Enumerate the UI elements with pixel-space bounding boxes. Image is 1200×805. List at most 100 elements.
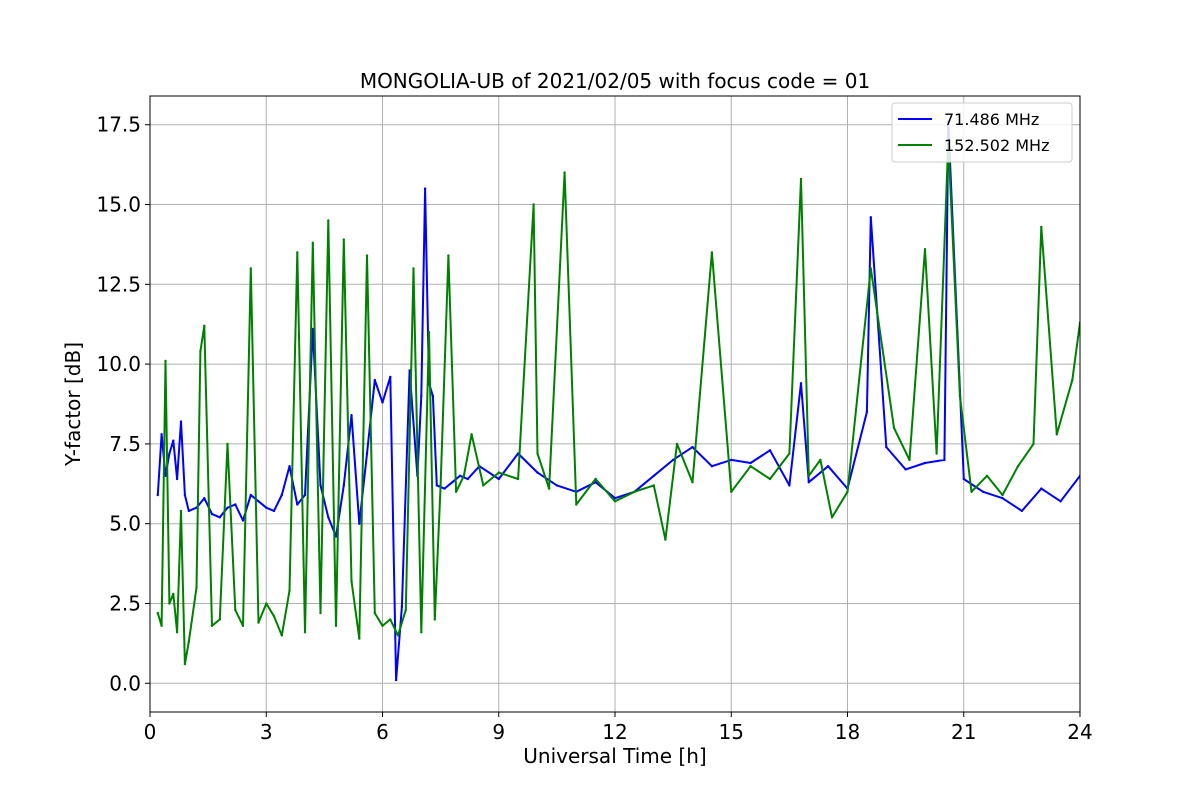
data-point bbox=[633, 490, 636, 493]
data-point bbox=[226, 506, 229, 509]
data-point bbox=[389, 375, 392, 379]
data-point bbox=[958, 394, 962, 398]
data-point bbox=[265, 506, 268, 509]
data-point bbox=[652, 484, 655, 487]
data-point bbox=[892, 426, 896, 430]
data-point bbox=[768, 449, 772, 452]
data-point bbox=[373, 378, 376, 382]
data-point bbox=[749, 461, 752, 465]
data-point bbox=[799, 177, 803, 181]
data-point bbox=[156, 493, 159, 497]
data-point bbox=[234, 608, 237, 612]
data-point bbox=[280, 493, 283, 497]
data-point bbox=[443, 487, 446, 490]
data-point bbox=[1040, 487, 1043, 490]
data-point bbox=[179, 509, 183, 513]
data-point bbox=[536, 471, 539, 474]
data-point bbox=[1001, 493, 1004, 497]
series-1 bbox=[156, 120, 1080, 682]
x-tick-label: 0 bbox=[144, 720, 157, 744]
data-point bbox=[311, 241, 314, 244]
data-point bbox=[768, 477, 772, 481]
data-point bbox=[400, 605, 404, 608]
data-point bbox=[431, 394, 435, 398]
data-point bbox=[327, 219, 330, 222]
data-point bbox=[497, 471, 500, 474]
data-point bbox=[288, 465, 291, 468]
data-point bbox=[210, 512, 214, 516]
data-point bbox=[265, 602, 268, 605]
data-point bbox=[819, 458, 822, 462]
data-point bbox=[334, 624, 338, 627]
data-point bbox=[389, 618, 392, 621]
data-point bbox=[865, 410, 869, 414]
data-point bbox=[923, 461, 927, 465]
data-point bbox=[164, 474, 167, 477]
legend: 71.486 MHz 152.502 MHz bbox=[891, 102, 1073, 163]
data-point bbox=[869, 267, 872, 270]
data-point bbox=[691, 445, 694, 449]
data-point bbox=[156, 611, 159, 615]
data-point bbox=[1001, 497, 1004, 500]
data-point bbox=[923, 248, 927, 251]
data-point bbox=[160, 624, 163, 627]
data-point bbox=[904, 468, 907, 471]
data-point bbox=[319, 611, 322, 615]
data-point bbox=[381, 401, 384, 404]
data-point bbox=[710, 251, 714, 254]
data-point bbox=[1016, 465, 1020, 468]
y-tick-label: 17.5 bbox=[96, 113, 141, 137]
y-tick-label: 7.5 bbox=[109, 432, 141, 456]
data-point bbox=[575, 503, 578, 506]
data-point bbox=[433, 618, 436, 621]
data-point bbox=[394, 678, 398, 682]
data-point bbox=[303, 631, 307, 634]
series-layer bbox=[156, 120, 1080, 682]
y-tick-label: 0.0 bbox=[109, 671, 141, 695]
x-tick-label: 9 bbox=[492, 720, 505, 744]
data-point bbox=[532, 203, 535, 206]
data-point bbox=[869, 216, 872, 219]
data-point bbox=[439, 484, 442, 487]
data-point bbox=[447, 254, 450, 257]
data-point bbox=[172, 592, 175, 596]
data-point bbox=[454, 490, 458, 493]
data-point bbox=[358, 637, 361, 640]
data-point bbox=[199, 350, 202, 353]
y-tick-label: 5.0 bbox=[109, 512, 141, 536]
data-point bbox=[563, 171, 566, 174]
x-tick-label: 24 bbox=[1067, 720, 1092, 744]
data-point bbox=[272, 509, 276, 513]
data-point bbox=[970, 490, 973, 493]
data-point bbox=[210, 624, 214, 627]
data-point bbox=[935, 452, 938, 455]
data-point bbox=[885, 445, 888, 449]
data-point bbox=[381, 624, 384, 627]
data-point bbox=[1071, 378, 1074, 382]
data-point bbox=[327, 516, 330, 519]
data-point bbox=[807, 474, 810, 477]
x-tick-label: 3 bbox=[260, 720, 273, 744]
data-point bbox=[218, 618, 221, 621]
data-point bbox=[462, 474, 466, 477]
data-point bbox=[257, 621, 260, 624]
data-point bbox=[187, 509, 190, 513]
data-point bbox=[350, 414, 353, 417]
data-point bbox=[664, 538, 667, 541]
data-point bbox=[470, 433, 473, 436]
data-point bbox=[303, 493, 307, 497]
data-point bbox=[908, 458, 911, 462]
data-point bbox=[183, 662, 187, 666]
data-point bbox=[830, 516, 834, 519]
data-point bbox=[807, 481, 810, 484]
data-point bbox=[350, 579, 353, 583]
data-point bbox=[981, 490, 985, 493]
data-point bbox=[168, 452, 171, 455]
series-line-2 bbox=[156, 139, 1080, 666]
x-axis-title: Universal Time [h] bbox=[523, 744, 706, 768]
data-point bbox=[396, 634, 400, 637]
data-point bbox=[365, 452, 369, 455]
data-point bbox=[272, 615, 276, 618]
data-point bbox=[179, 420, 183, 423]
data-point bbox=[497, 477, 500, 481]
